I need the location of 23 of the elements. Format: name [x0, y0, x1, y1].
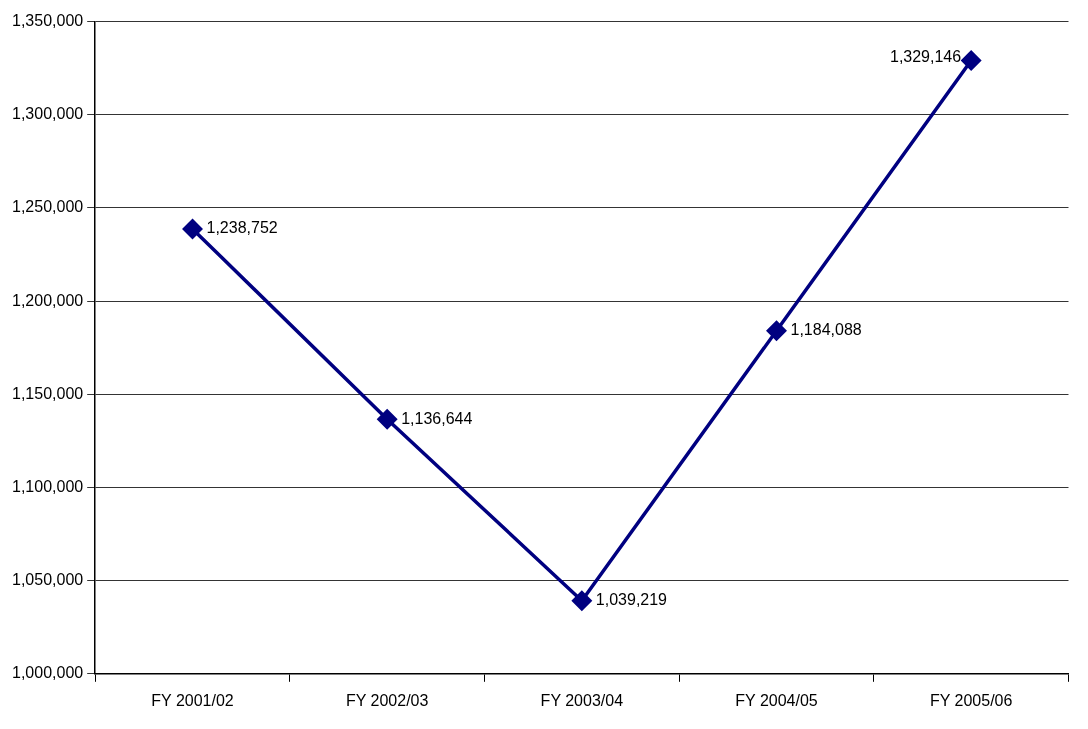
data-label: 1,238,752 — [206, 219, 278, 237]
point — [377, 409, 397, 429]
x-tick-label: FY 2001/02 — [151, 691, 234, 709]
data-label: 1,039,219 — [595, 591, 668, 609]
x-tick-label: FY 2003/04 — [540, 691, 624, 709]
x-tick-label: FY 2005/06 — [929, 691, 1013, 709]
x-tick-label: FY 2002/03 — [345, 691, 429, 709]
y-tick-label: 1,300,000 — [11, 105, 84, 123]
y-tick-label: 1,100,000 — [11, 477, 84, 495]
y-tick-label: 1,150,000 — [11, 384, 84, 402]
y-tick-label: 1,350,000 — [11, 12, 84, 30]
data-label: 1,136,644 — [401, 409, 473, 427]
point — [766, 321, 787, 341]
point — [182, 219, 203, 239]
y-tick-label: 1,050,000 — [11, 571, 84, 589]
y-tick-label: 1,200,000 — [11, 291, 84, 309]
data-label: 1,184,088 — [790, 321, 862, 339]
x-tick-label: FY 2004/05 — [735, 691, 818, 709]
data-label: 1,329,146 — [889, 47, 962, 65]
y-tick-label: 1,000,000 — [11, 664, 84, 682]
point — [961, 50, 981, 71]
y-tick-label: 1,250,000 — [11, 198, 84, 216]
point — [572, 590, 592, 611]
